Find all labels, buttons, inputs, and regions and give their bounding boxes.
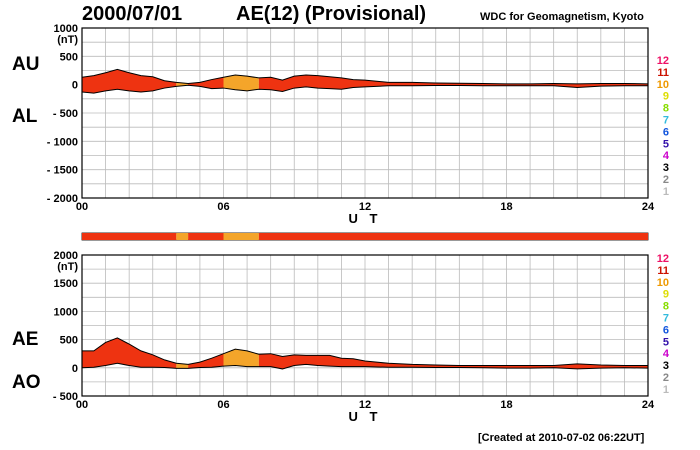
panel1-xtick-label: 06 [217,201,229,213]
panel1-legend-item: 5 [663,138,669,150]
panel1-lower-line [81,84,648,94]
panel1-legend-item: 7 [663,115,669,127]
panel1-legend-item: 8 [663,103,669,115]
status-bar-segment [82,233,177,240]
panel1-xaxis-label: U T [349,211,382,226]
panel2-ytick-label: - 500 [53,391,78,403]
panel1-legend-item: 10 [657,79,669,91]
panel2-upper-line [82,337,648,367]
panel2-ytick-label: 2000 [54,250,78,262]
panel1-legend-item: 3 [663,162,669,174]
created-timestamp: [Created at 2010-07-02 06:22UT] [478,432,645,444]
panel1-xtick-label: 24 [642,201,655,213]
status-bar-segment [223,233,259,240]
panel2-xtick-label: 18 [500,399,512,411]
panel2-xaxis-label: U T [349,409,382,424]
panel1-yunit-label: (nT) [57,34,78,46]
panel2-legend-item: 1 [663,384,669,396]
panel2-ytick-label: 500 [60,335,78,347]
panel1-side-label-au: AU [12,54,39,75]
status-bar-segment [258,233,648,240]
panel2-ytick-label: 0 [72,363,78,375]
panel2-legend-item: 4 [663,348,670,360]
panel2-xtick-label: 12 [359,399,371,411]
panel2-legend-item: 5 [663,336,669,348]
panel2-frame [81,254,649,397]
panel1-xtick-label: 00 [76,201,88,213]
panel1-ytick-label: - 500 [53,108,78,120]
panel1-legend-item: 9 [663,91,669,103]
panel1-ytick-label: - 1000 [47,136,78,148]
panel2-xtick-label: 06 [217,399,229,411]
panel2-side-label-ae: AE [12,329,38,350]
page-date-title: 2000/07/01 [82,3,183,25]
panel2-ytick-label: 1000 [54,306,78,318]
panel1-ytick-label: 500 [60,51,78,63]
panel2-legend-item: 3 [663,360,669,372]
panel1-legend-item: 4 [663,150,670,162]
panel1-legend-item: 12 [657,55,669,67]
panel2-xtick-label: 24 [642,399,655,411]
panel2-legend-item: 12 [657,253,669,265]
panel2-lower-line [81,362,649,370]
panel2-legend-item: 10 [657,277,669,289]
panel1-legend-item: 2 [663,174,669,186]
panel1-legend-item: 1 [663,186,669,198]
panel2-legend-item: 6 [663,324,669,336]
status-bar-segment [176,233,189,240]
panel2-legend-item: 8 [663,301,669,313]
page-index-title: AE(12) (Provisional) [236,3,427,25]
panel1-side-label-al: AL [12,106,38,127]
panel2-legend-item: 11 [657,265,669,277]
source-label: WDC for Geomagnetism, Kyoto [480,11,644,23]
panel1-ytick-label: 1000 [54,23,78,35]
panel2-legend-item: 2 [663,372,669,384]
panel2-xtick-label: 00 [76,399,88,411]
panel1-legend-item: 6 [663,126,669,138]
panel1-ytick-label: 0 [72,80,78,92]
panel2-yunit-label: (nT) [57,261,78,273]
panel1-ytick-label: - 1500 [47,165,78,177]
panel1-ytick-label: - 2000 [47,193,78,205]
panel2-ytick-label: 1500 [54,278,78,290]
panel1-xtick-label: 12 [359,201,371,213]
panel1-xtick-label: 18 [500,201,512,213]
panel2-side-label-ao: AO [12,372,41,393]
status-bar-segment [188,233,224,240]
panel1-upper-line [81,68,649,85]
panel2-legend-item: 9 [663,289,669,301]
panel2-legend-item: 7 [663,313,669,325]
panel1-legend-item: 11 [657,67,669,79]
panel1-frame [81,27,649,199]
